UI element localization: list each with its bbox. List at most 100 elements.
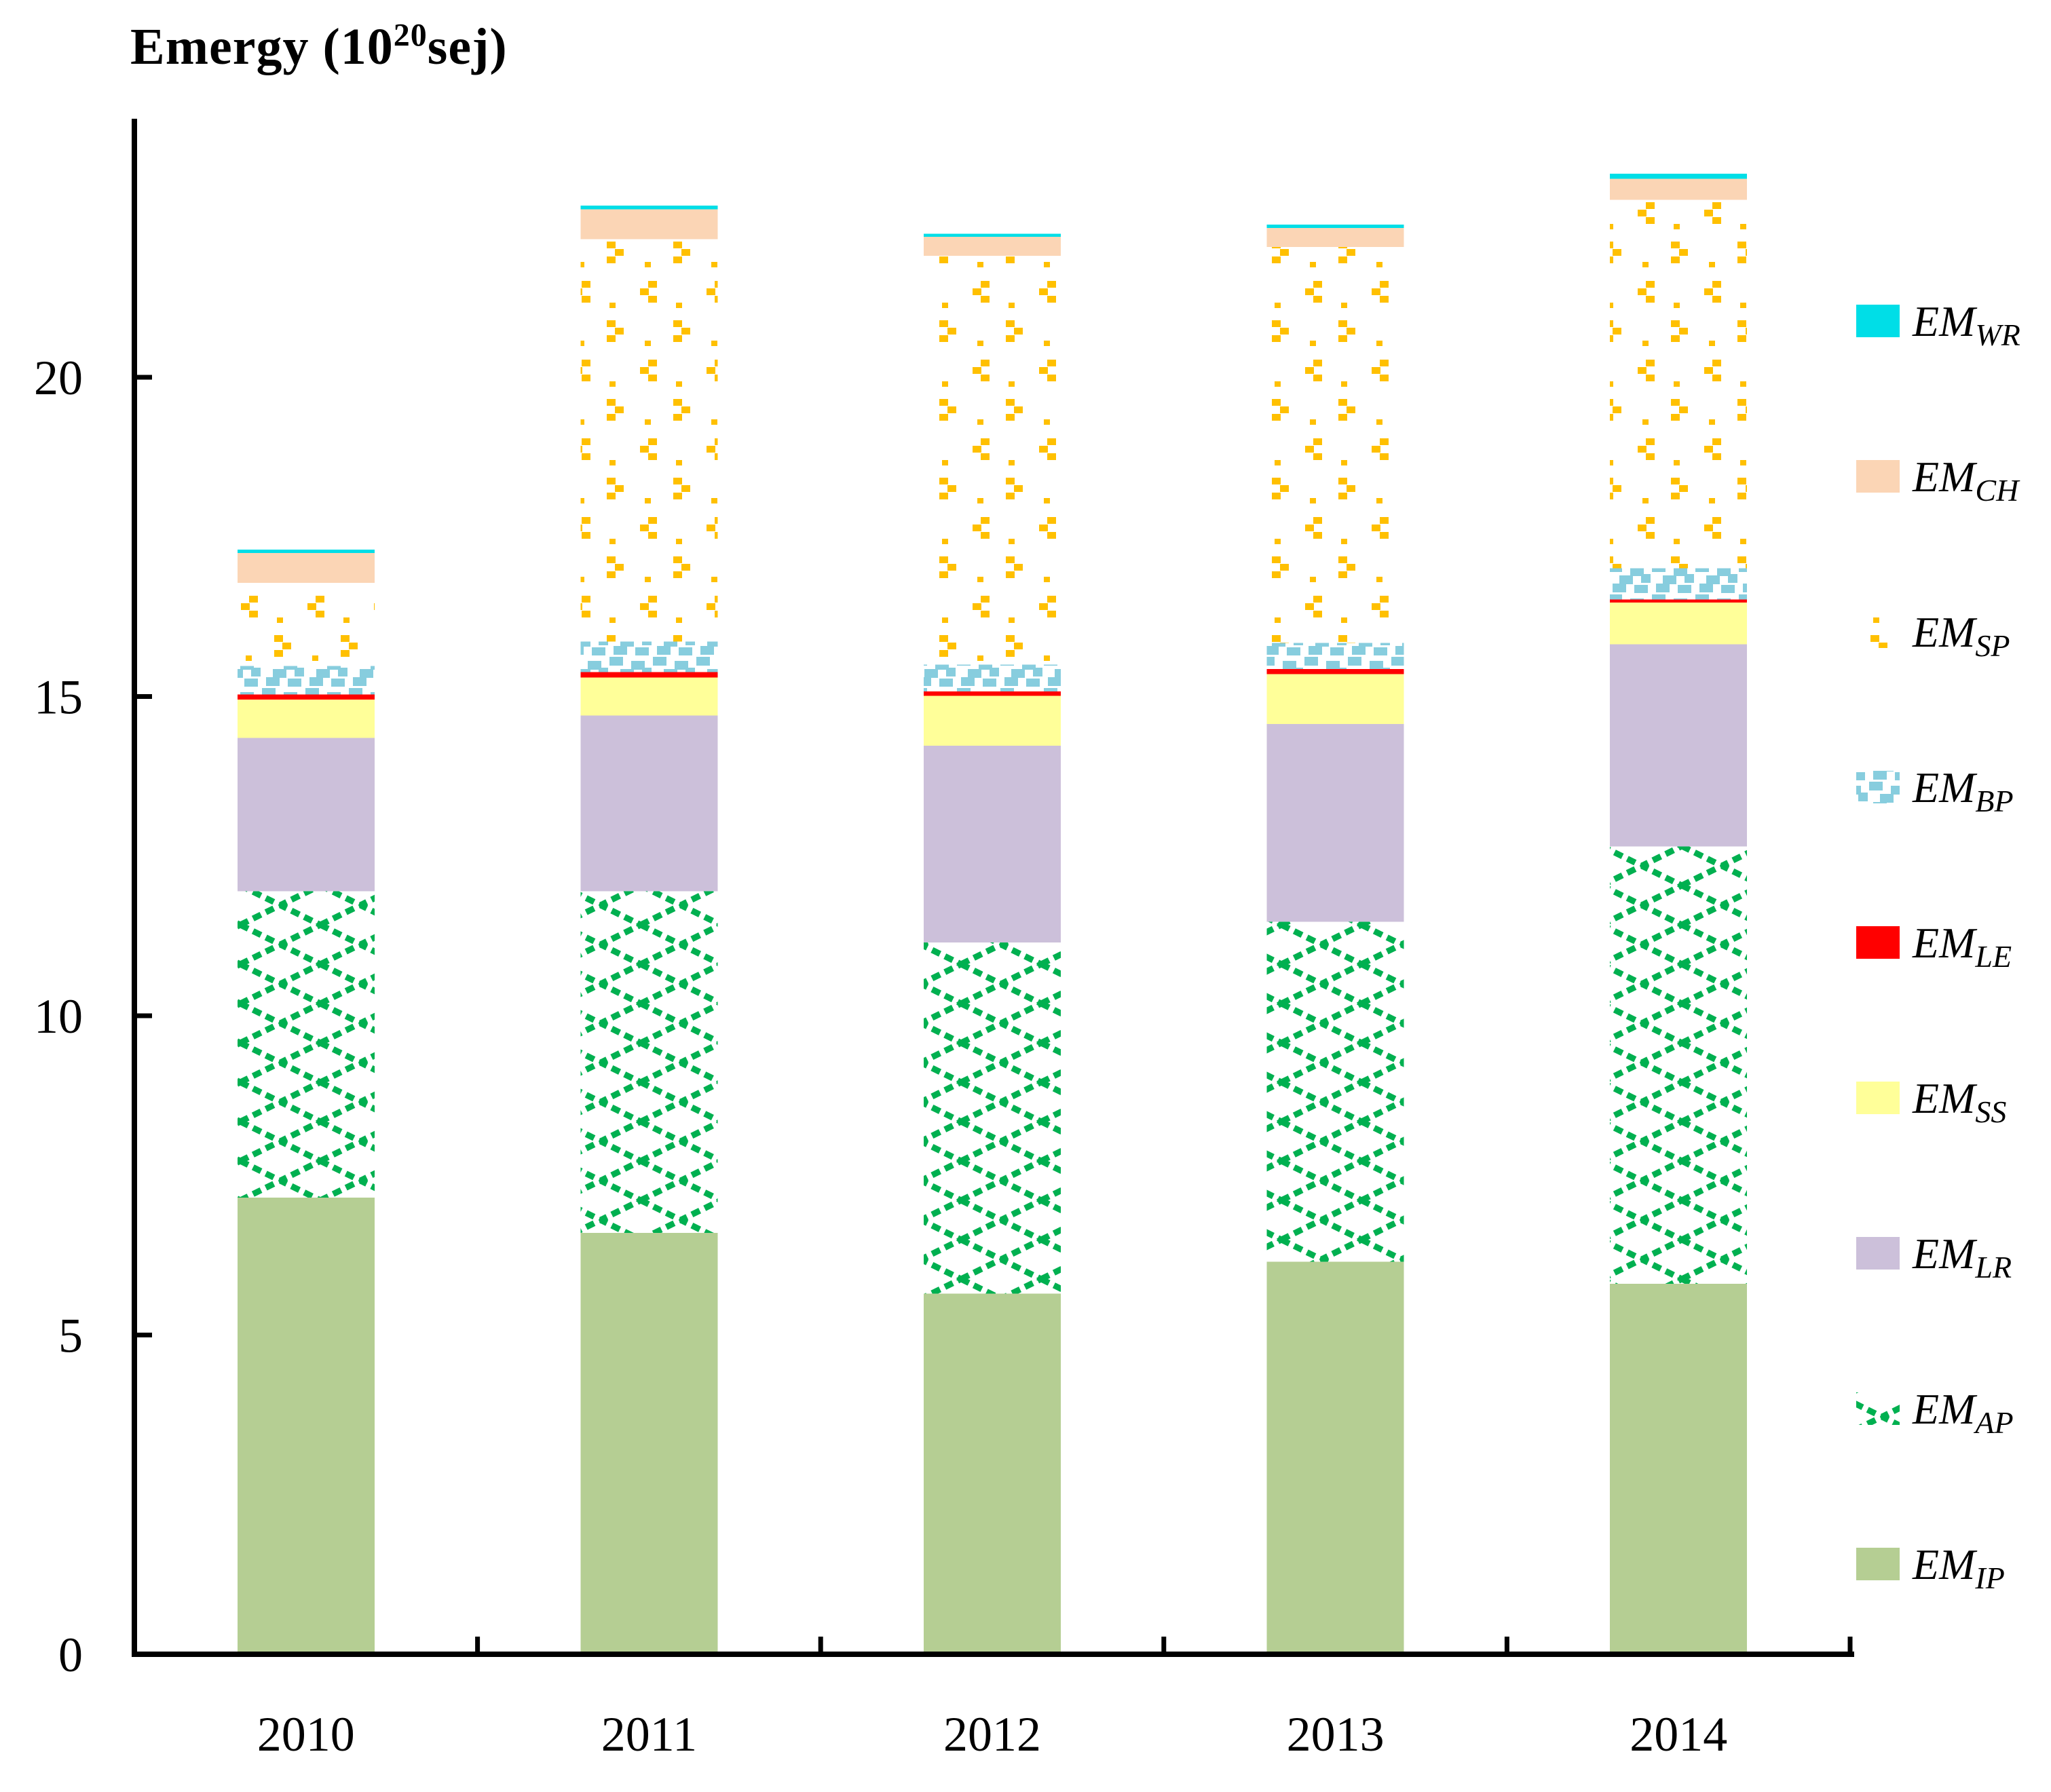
legend-label-EM_SS: EMSS [1912, 1074, 2006, 1129]
legend-swatch-EM_AP [1856, 1392, 1900, 1425]
bar-segment-2014-EM_LR [1610, 644, 1748, 847]
legend-label-EM_LR: EMLR [1912, 1229, 2012, 1284]
legend-swatch-EM_LE [1856, 926, 1900, 959]
legend-swatch-EM_LR [1856, 1237, 1900, 1270]
legend-label-EM_CH: EMCH [1912, 453, 2020, 508]
legend-item-EM_IP: EMIP [1856, 1540, 2005, 1595]
legend-swatch-EM_SS [1856, 1082, 1900, 1114]
y-tick-label-5: 5 [58, 1309, 83, 1363]
x-category-label-2010: 2010 [257, 1707, 355, 1761]
bar-segment-2012-EM_LE [924, 691, 1061, 696]
bar-segment-2011-EM_CH [580, 209, 718, 240]
legend-label-sub-EM_BP: BP [1975, 784, 2013, 818]
bar-segment-2010-EM_SS [237, 700, 375, 738]
bar-segment-2013-EM_WR [1266, 225, 1404, 228]
chart-title-prefix: Emergy (10 [130, 18, 394, 75]
legend-item-EM_LE: EMLE [1856, 919, 2012, 974]
bar-segment-2010-EM_AP [237, 891, 375, 1198]
legend-label-EM_BP: EMBP [1912, 763, 2014, 818]
bar-segment-2013-EM_BP [1266, 643, 1404, 670]
x-category-label-2013: 2013 [1287, 1707, 1385, 1761]
legend-swatch-EM_SP [1856, 615, 1900, 648]
legend-item-EM_BP: EMBP [1856, 763, 2014, 818]
bar-segment-2010-EM_IP [237, 1198, 375, 1654]
bar-segment-2012-EM_LR [924, 745, 1061, 942]
chart-title: Emergy (1020sej) [130, 18, 508, 77]
legend-label-sub-EM_AP: AP [1973, 1405, 2013, 1440]
legend-swatch-EM_BP [1856, 771, 1900, 803]
bar-2014 [1610, 173, 1748, 1654]
legend-label-sub-EM_CH: CH [1975, 473, 2020, 508]
bar-segment-2013-EM_SP [1266, 247, 1404, 643]
legend-label-main-EM_BP: EM [1912, 763, 1978, 812]
legend-label-EM_WR: EMWR [1912, 297, 2020, 352]
bar-segment-2012-EM_SP [924, 256, 1061, 665]
bar-segment-2014-EM_CH [1610, 178, 1748, 200]
legend-label-main-EM_SS: EM [1912, 1074, 1978, 1122]
legend-swatch-EM_WR [1856, 305, 1900, 337]
chart-title-exponent: 20 [393, 17, 428, 54]
legend-label-EM_AP: EMAP [1912, 1385, 2014, 1440]
bar-segment-2010-EM_LE [237, 694, 375, 700]
bar-segment-2011-EM_SP [580, 239, 718, 642]
legend-item-EM_SP: EMSP [1856, 608, 2010, 663]
bar-segment-2012-EM_SS [924, 695, 1061, 746]
legend-label-EM_LE: EMLE [1912, 919, 2012, 974]
bar-segment-2011-EM_IP [580, 1232, 718, 1654]
y-tick-label-20: 20 [34, 351, 83, 405]
legend-label-sub-EM_IP: IP [1974, 1561, 2004, 1595]
y-tick-label-15: 15 [34, 670, 83, 725]
legend-label-sub-EM_WR: WR [1975, 318, 2020, 352]
bar-segment-2010-EM_BP [237, 666, 375, 695]
legend-label-sub-EM_LR: LR [1974, 1250, 2012, 1284]
bar-segment-2013-EM_AP [1266, 921, 1404, 1262]
legend-swatch-EM_CH [1856, 460, 1900, 493]
bar-segment-2012-EM_AP [924, 942, 1061, 1294]
chart-title-suffix: sej) [427, 18, 508, 75]
bar-segment-2011-EM_BP [580, 641, 718, 672]
bar-segment-2010-EM_LR [237, 738, 375, 892]
bar-segment-2013-EM_CH [1266, 227, 1404, 248]
bar-segment-2011-EM_WR [580, 205, 718, 210]
bar-segment-2013-EM_IP [1266, 1261, 1404, 1654]
legend-label-sub-EM_SS: SS [1975, 1094, 2006, 1129]
bar-segment-2012-EM_BP [924, 664, 1061, 691]
legend-label-sub-EM_LE: LE [1974, 939, 2012, 974]
legend-label-sub-EM_SP: SP [1975, 628, 2010, 663]
legend-label-main-EM_LR: EM [1912, 1229, 1978, 1278]
bar-segment-2014-EM_IP [1610, 1284, 1748, 1654]
bar-segment-2013-EM_LE [1266, 669, 1404, 674]
legend-label-main-EM_SP: EM [1912, 608, 1978, 656]
bar-segment-2014-EM_BP [1610, 568, 1748, 600]
bar-segment-2011-EM_AP [580, 891, 718, 1233]
y-tick-label-10: 10 [34, 989, 83, 1044]
bar-2010 [237, 550, 375, 1654]
legend-label-main-EM_IP: EM [1912, 1540, 1978, 1588]
legend-item-EM_AP: EMAP [1856, 1385, 2014, 1440]
bar-segment-2014-EM_SS [1610, 603, 1748, 645]
bar-segment-2012-EM_IP [924, 1293, 1061, 1654]
legend-item-EM_CH: EMCH [1856, 453, 2020, 508]
legend-item-EM_SS: EMSS [1856, 1074, 2006, 1129]
bar-segment-2014-EM_AP [1610, 846, 1748, 1284]
y-tick-label-0: 0 [58, 1628, 83, 1682]
bar-segment-2013-EM_LR [1266, 723, 1404, 922]
bar-2011 [580, 205, 718, 1654]
x-category-label-2012: 2012 [943, 1707, 1041, 1761]
bar-2013 [1266, 225, 1404, 1654]
legend-label-main-EM_WR: EM [1912, 297, 1978, 345]
bar-segment-2011-EM_LE [580, 672, 718, 678]
bar-segment-2014-EM_LE [1610, 599, 1748, 603]
bar-segment-2010-EM_WR [237, 550, 375, 553]
bar-segment-2011-EM_SS [580, 677, 718, 716]
bar-segment-2013-EM_SS [1266, 674, 1404, 724]
legend-label-main-EM_CH: EM [1912, 453, 1978, 501]
bar-segment-2011-EM_LR [580, 715, 718, 892]
legend-label-main-EM_LE: EM [1912, 919, 1978, 967]
bar-segment-2010-EM_SP [237, 583, 375, 666]
x-category-label-2011: 2011 [601, 1707, 697, 1761]
legend-item-EM_LR: EMLR [1856, 1229, 2012, 1284]
legend-label-main-EM_AP: EM [1912, 1385, 1978, 1433]
